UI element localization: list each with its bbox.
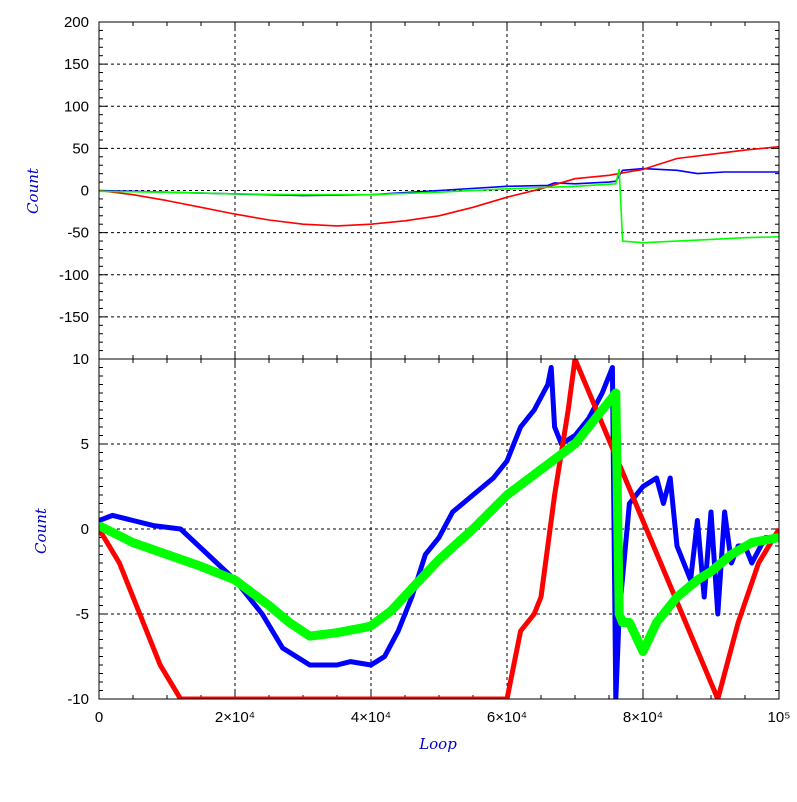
top-series-red [99,145,779,227]
x-tick-label: 2×10⁴ [215,709,255,726]
top-series-group [99,145,779,244]
top-y-axis-label: Count [24,167,42,214]
x-tick-label: 10⁵ [768,709,791,726]
bottom-y-tick-label: -5 [76,606,89,623]
top-y-tick-label: 0 [81,183,89,200]
bottom-series-green [99,388,779,656]
bottom-y-axis-label: Count [32,507,50,554]
top-y-tick-label: 150 [64,56,89,73]
bottom-y-tick-label: -10 [67,691,89,708]
top-y-tick-label: -100 [59,267,89,284]
top-panel: 200 150 100 50 0 -50 -100 -150 [59,14,780,360]
top-y-tick-label: -50 [67,225,89,242]
bottom-panel: 10 5 0 -5 -10 0 2×10⁴ 4×10⁴ 6×10⁴ 8×10⁴ 10⁵ [67,351,790,726]
top-y-tick-label: 50 [72,140,89,157]
x-tick-label: 6×10⁴ [487,709,527,726]
top-series-green [99,168,779,244]
top-y-tick-label: -150 [59,309,89,326]
bottom-series-blue [99,365,779,699]
top-y-tick-label: 100 [64,98,89,115]
bottom-series-group [99,359,779,699]
x-tick-label: 4×10⁴ [351,709,391,726]
x-axis-label: Loop [418,735,457,753]
x-tick-label: 8×10⁴ [623,709,663,726]
bottom-y-tick-label: 10 [72,351,89,368]
bottom-plot-frame [98,358,780,700]
top-y-tick-label: 200 [64,14,89,31]
bottom-series-red [99,359,779,699]
bottom-y-tick-label: 5 [81,436,89,453]
x-tick-label: 0 [95,709,103,726]
bottom-y-tick-label: 0 [81,521,89,538]
